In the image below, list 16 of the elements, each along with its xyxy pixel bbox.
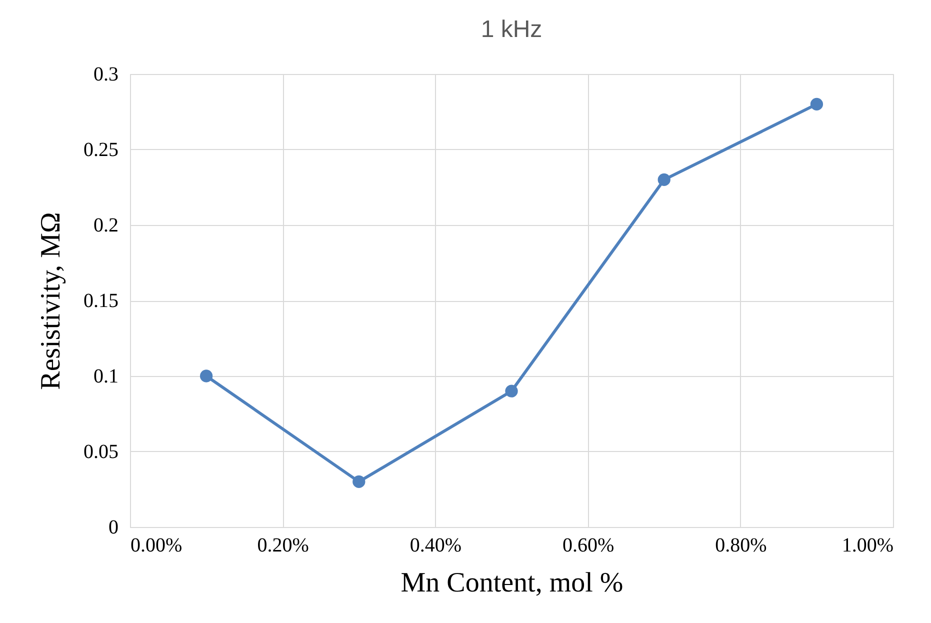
x-tick-label: 0.40% bbox=[410, 534, 462, 556]
y-tick-label: 0.25 bbox=[84, 139, 118, 161]
y-tick-label: 0.3 bbox=[94, 64, 118, 86]
x-tick-label: 0.60% bbox=[562, 534, 614, 556]
x-tick-label: 0.20% bbox=[257, 534, 309, 556]
chart-title: 1 kHz bbox=[480, 16, 542, 43]
x-tick-label: 0.00% bbox=[130, 534, 182, 556]
y-tick-label: 0.1 bbox=[94, 366, 118, 388]
y-tick-label: 0.05 bbox=[84, 441, 118, 463]
x-tick-label: 0.80% bbox=[715, 534, 767, 556]
x-axis-title: Mn Content, mol % bbox=[400, 568, 624, 598]
y-tick-label: 0 bbox=[108, 516, 118, 538]
y-tick-label: 0.15 bbox=[84, 290, 118, 312]
y-axis-title: Resistivity, MΩ bbox=[36, 212, 66, 390]
x-tick-label: 1.00% bbox=[842, 534, 894, 556]
y-tick-label: 0.2 bbox=[94, 214, 118, 236]
